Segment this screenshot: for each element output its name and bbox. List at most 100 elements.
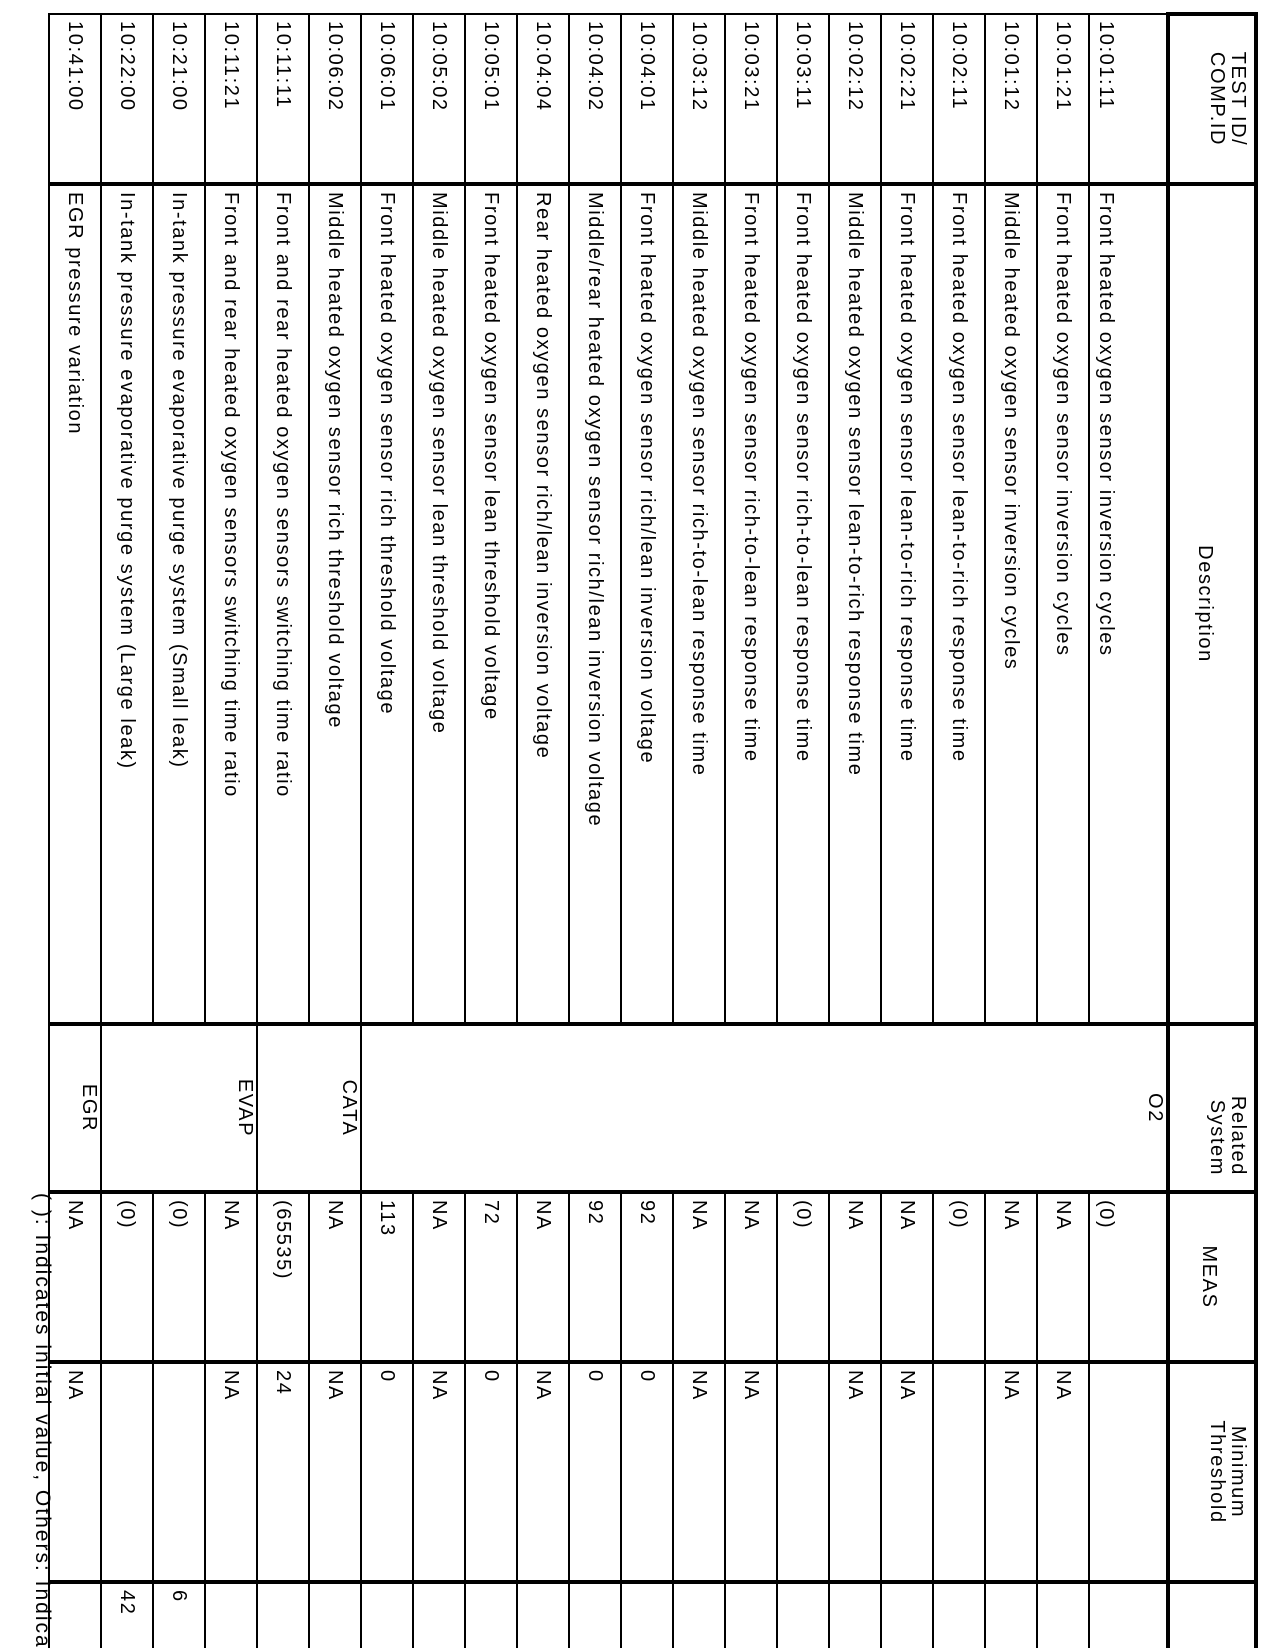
cell-test-id: 10:11:11 [257,14,309,184]
cell-minimum-threshold: NA [881,1362,933,1582]
cell-description: Front heated oxygen sensor lean threshol… [465,184,517,1024]
header-test-id-line1: TEST ID/ [1227,51,1249,147]
table-row: 10:01:11 Front heated oxygen sensor inver… [361,14,1168,1648]
cell-description: Front heated oxygen sensor rich/lean inv… [621,184,673,1024]
table-row: 10:04:02 Middle/rear heated oxygen sensor… [569,14,621,1648]
cell-description: In-tank pressure evaporative purge syste… [153,184,205,1024]
cell-minimum-threshold [933,1362,985,1582]
header-related-system: Related System [1168,1024,1256,1192]
table-row: 10:04:04 Rear heated oxygen sensor rich/l… [517,14,569,1648]
header-related-line1: Related [1227,1095,1249,1176]
cell-minimum-threshold: NA [309,1362,361,1582]
header-meas: MEAS [1168,1192,1256,1362]
cell-test-id: 10:01:21 [1037,14,1089,184]
header-minimum-threshold: Minimum Threshold [1168,1362,1256,1582]
cell-meas: (0) [777,1192,829,1362]
cell-description: Front heated oxygen sensor inversion cyc… [1037,184,1089,1024]
cell-description: Front heated oxygen sensor rich-to-lean … [777,184,829,1024]
cell-related-system: O2 [361,1024,1168,1192]
cell-meas: NA [309,1192,361,1362]
cell-last-column [1037,1582,1089,1648]
cell-meas: (0) [933,1192,985,1362]
table-row: 10:01:21 Front heated oxygen sensor inver… [1037,14,1089,1648]
cell-minimum-threshold: 0 [569,1362,621,1582]
table-row: 10:06:02 Middle heated oxygen sensor rich… [257,14,361,1648]
table-row: 10:22:00 In-tank pressure evaporative pur… [101,14,153,1648]
cell-test-id: 10:04:04 [517,14,569,184]
cell-description: Front heated oxygen sensor rich-to-lean … [725,184,777,1024]
table-row: 10:01:12 Middle heated oxygen sensor inve… [985,14,1037,1648]
cell-test-id: 10:11:21 [205,14,257,184]
header-test-id-line2: COMP.ID [1206,51,1228,147]
cell-last-column [881,1582,933,1648]
cell-meas: (0) [1089,1192,1168,1362]
cell-minimum-threshold: 0 [621,1362,673,1582]
cell-test-id: 10:01:12 [985,14,1037,184]
table-row: 10:04:01 Front heated oxygen sensor rich/… [621,14,673,1648]
table-row: 10:02:11 Front heated oxygen sensor lean-… [933,14,985,1648]
cell-meas: NA [725,1192,777,1362]
cell-minimum-threshold [153,1362,205,1582]
header-last-column [1168,1582,1256,1648]
table-header-row: TEST ID/COMP.ID Description Related Syste… [1168,14,1256,1648]
cell-description: Middle heated oxygen sensor lean thresho… [413,184,465,1024]
cell-minimum-threshold: NA [829,1362,881,1582]
table-row: 10:03:21 Front heated oxygen sensor rich-… [725,14,777,1648]
header-description: Description [1168,184,1256,1024]
cell-last-column [777,1582,829,1648]
table-body: 10:01:11 Front heated oxygen sensor inver… [49,14,1168,1648]
cell-test-id: 10:06:02 [309,14,361,184]
cell-last-column [985,1582,1037,1648]
cell-last-column [49,1582,101,1648]
cell-description: Front heated oxygen sensor inversion cyc… [1089,184,1168,1024]
cell-meas: NA [413,1192,465,1362]
cell-test-id: 10:02:21 [881,14,933,184]
cell-minimum-threshold: NA [413,1362,465,1582]
table-row: 10:03:11 Front heated oxygen sensor rich-… [777,14,829,1648]
cell-meas: 92 [621,1192,673,1362]
cell-minimum-threshold: NA [985,1362,1037,1582]
cell-minimum-threshold: NA [517,1362,569,1582]
cell-test-id: 10:02:11 [933,14,985,184]
cell-minimum-threshold [101,1362,153,1582]
cell-description: Middle heated oxygen sensor rich-to-lean… [673,184,725,1024]
cell-meas: 113 [361,1192,413,1362]
cell-test-id: 10:06:01 [361,14,413,184]
header-meas-label: MEAS [1198,1245,1221,1309]
cell-last-column [413,1582,465,1648]
cell-minimum-threshold: NA [205,1362,257,1582]
cell-test-id: 10:01:11 [1089,14,1168,184]
cell-last-column [621,1582,673,1648]
cell-last-column [309,1582,361,1648]
table-row: 10:21:00 In-tank pressure evaporative pur… [153,14,205,1648]
cell-last-column [205,1582,257,1648]
cell-meas: NA [985,1192,1037,1362]
cell-description: In-tank pressure evaporative purge syste… [101,184,153,1024]
cell-test-id: 10:21:00 [153,14,205,184]
table-row: 10:02:12 Middle heated oxygen sensor lean… [829,14,881,1648]
cell-last-column [1089,1582,1168,1648]
footnote: ( ): Indicates initial value, Others: In… [31,1193,54,1648]
cell-minimum-threshold: NA [1037,1362,1089,1582]
cell-related-system: CATA [257,1024,361,1192]
cell-minimum-threshold: NA [49,1362,101,1582]
cell-meas: (65535) [257,1192,309,1362]
obd-test-table: TEST ID/COMP.ID Description Related Syste… [48,12,1258,1648]
cell-last-column: 42 [101,1582,153,1648]
header-related-line2: System [1206,1099,1228,1176]
table-row: 10:11:11 Front and rear heated oxygen sen… [257,14,309,1648]
cell-meas: NA [881,1192,933,1362]
cell-last-column [257,1582,309,1648]
cell-description: Middle heated oxygen sensor rich thresho… [309,184,361,1024]
cell-description: Front heated oxygen sensor rich threshol… [361,184,413,1024]
cell-meas: NA [49,1192,101,1362]
cell-last-column [933,1582,985,1648]
table-row: 10:11:21 Front and rear heated oxygen sen… [101,14,257,1648]
cell-last-column [569,1582,621,1648]
table-row: 10:06:01 Front heated oxygen sensor rich … [361,14,413,1648]
cell-minimum-threshold [777,1362,829,1582]
cell-meas: 92 [569,1192,621,1362]
cell-description: Middle heated oxygen sensor lean-to-rich… [829,184,881,1024]
cell-minimum-threshold: 0 [465,1362,517,1582]
